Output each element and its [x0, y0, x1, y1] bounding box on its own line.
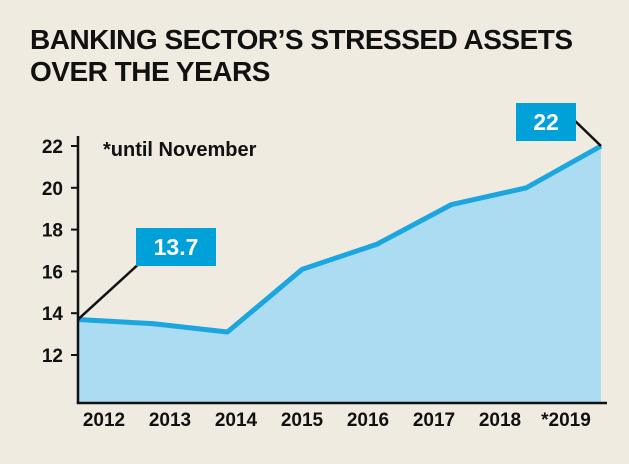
- y-tick-label: 22: [42, 137, 63, 158]
- x-category-label: 2016: [347, 410, 389, 431]
- data-line: [77, 143, 603, 335]
- callout-connector: [77, 260, 143, 321]
- y-tick-label: 12: [42, 346, 63, 367]
- x-category-label: 2018: [479, 410, 521, 431]
- callout-value: 13.7: [154, 234, 199, 260]
- y-tick-label: 20: [42, 179, 63, 200]
- chart-title: BANKING SECTOR’S STRESSED ASSETS OVER TH…: [30, 24, 573, 88]
- x-category-label: 2014: [215, 410, 258, 431]
- chart-annotation: *until November: [103, 139, 257, 161]
- y-tick-label: 14: [42, 304, 64, 325]
- x-category-label: 2012: [83, 410, 125, 431]
- x-category-label: 2015: [281, 410, 324, 431]
- area-fill: [78, 146, 601, 403]
- callout-value: 22: [533, 109, 559, 135]
- x-category-label: 2013: [149, 410, 191, 431]
- y-tick-label: 16: [42, 262, 63, 283]
- x-category-label: 2017: [413, 410, 455, 431]
- callout-box: [136, 228, 216, 266]
- callout-box: [516, 103, 576, 141]
- x-category-label: *2019: [541, 410, 591, 431]
- y-tick-label: 18: [42, 221, 63, 242]
